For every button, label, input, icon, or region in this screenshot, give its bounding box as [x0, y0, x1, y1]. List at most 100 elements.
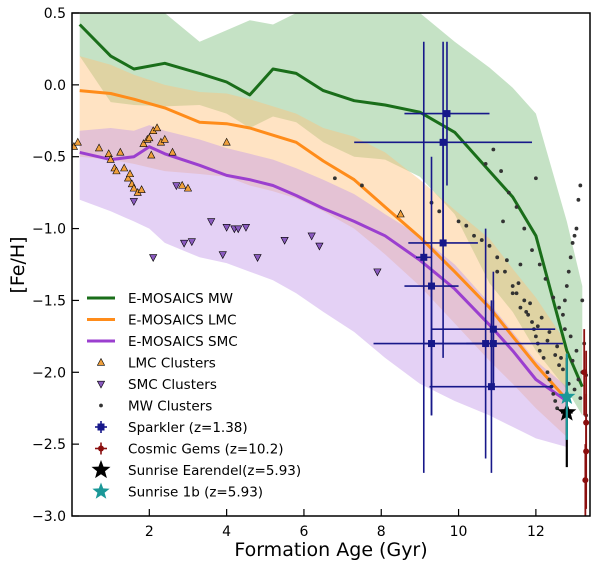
- mw-cluster-point: [491, 147, 496, 152]
- legend-label: E-MOSAICS MW: [128, 291, 233, 307]
- sparkler-point: [487, 383, 495, 391]
- smc-cluster-point: [373, 268, 382, 277]
- y-axis-label: [Fe/H]: [7, 236, 29, 293]
- line-e-mosaics-mw: [78, 23, 584, 388]
- mw-cluster-point: [437, 209, 442, 214]
- lmc-cluster-point: [396, 209, 405, 218]
- legend-swatch-sparkler: [97, 423, 105, 431]
- mw-cluster-point: [551, 295, 556, 300]
- sparkler-point: [420, 253, 428, 261]
- mw-cluster-point: [499, 169, 503, 173]
- smc-cluster-point: [241, 224, 251, 232]
- x-axis-label: Formation Age (Gyr): [234, 539, 427, 561]
- mw-cluster-point: [566, 269, 571, 274]
- mw-cluster-point: [522, 298, 527, 303]
- mw-cluster-point: [580, 298, 585, 303]
- legend-label: E-MOSAICS SMC: [128, 334, 238, 350]
- mw-cluster-point: [456, 219, 461, 224]
- x-tick-label: 2: [145, 524, 154, 540]
- lmc-cluster-point: [112, 166, 121, 175]
- lmc-cluster-point: [104, 149, 113, 157]
- x-tick-label: 4: [222, 524, 231, 540]
- y-tick-label: −2.0: [32, 365, 66, 381]
- smc-cluster-point: [172, 182, 181, 191]
- mw-cluster-point: [545, 338, 550, 343]
- line-e-mosaics-smc: [79, 145, 568, 403]
- sparkler-point: [439, 239, 447, 247]
- lmc-cluster-point: [106, 154, 115, 163]
- mw-cluster-point: [514, 205, 519, 209]
- legend-swatch-earendel: [91, 460, 111, 479]
- mw-cluster-point: [576, 377, 581, 382]
- x-tick-label: 10: [450, 524, 468, 540]
- y-tick-label: −1.0: [32, 222, 66, 238]
- x-axis-ticks: 2 4 6 8 10 12: [145, 509, 545, 540]
- legend-label: SMC Clusters: [128, 377, 217, 393]
- mw-cluster-point: [516, 281, 521, 286]
- mw-cluster-point: [526, 312, 531, 317]
- lmc-cluster-point: [145, 133, 154, 142]
- smc-cluster-point: [187, 238, 196, 247]
- mw-cluster-point: [518, 305, 523, 310]
- sunrise-1b-point: [558, 387, 576, 404]
- legend-swatch-sunrise-1b: [92, 482, 110, 499]
- mw-cluster-point: [578, 396, 583, 401]
- error-bar-points: [354, 41, 590, 516]
- mw-cluster-point: [568, 334, 573, 339]
- mw-cluster-point: [568, 255, 573, 260]
- cosmic-gems-point: [582, 477, 589, 484]
- mw-cluster-point: [543, 276, 548, 281]
- mw-cluster-point: [539, 315, 544, 320]
- mw-cluster-point: [495, 269, 500, 274]
- mw-cluster-point: [545, 370, 550, 375]
- smc-cluster-point: [315, 242, 324, 251]
- lmc-cluster-point: [137, 185, 146, 193]
- mw-cluster-point: [332, 176, 337, 181]
- x-tick-label: 6: [299, 524, 308, 540]
- mw-cluster-point: [518, 262, 523, 267]
- smc-cluster-point: [280, 236, 289, 245]
- mw-cluster-point: [528, 301, 532, 306]
- lmc-cluster-point: [139, 139, 148, 147]
- legend-label: Sunrise 1b (z=5.93): [128, 485, 263, 501]
- sparkler-point: [443, 110, 451, 118]
- mw-cluster-point: [514, 291, 519, 296]
- lmc-cluster-point: [125, 169, 135, 178]
- mw-cluster-point: [522, 226, 527, 231]
- mw-cluster-point: [360, 183, 364, 188]
- smc-cluster-point: [207, 218, 216, 227]
- band-e-mosaics-smc: [79, 125, 567, 447]
- mw-cluster-point: [524, 310, 529, 314]
- legend-label: MW Clusters: [128, 399, 212, 415]
- y-axis-ticks: 0.5 0.0 −0.5 −1.0 −1.5 −2.0 −2.5 −3.0: [32, 6, 79, 525]
- mw-cluster-point: [510, 291, 515, 296]
- lmc-cluster-point: [178, 180, 187, 189]
- mw-cluster-point: [535, 324, 540, 329]
- mw-cluster-point: [547, 330, 552, 334]
- mw-cluster-point: [553, 399, 558, 403]
- mw-cluster-point: [533, 334, 538, 339]
- mw-cluster-point: [503, 269, 507, 274]
- mw-cluster-point: [472, 233, 476, 238]
- legend-swatch-smc-clusters: [96, 380, 106, 389]
- y-tick-label: −2.5: [32, 437, 66, 453]
- smc-cluster-point: [307, 232, 316, 241]
- mw-cluster-point: [501, 219, 505, 224]
- mw-cluster-point: [541, 356, 546, 360]
- mw-cluster-point: [576, 197, 581, 202]
- mw-cluster-point: [561, 312, 565, 317]
- mw-cluster-point: [547, 377, 552, 382]
- y-tick-label: −3.0: [32, 509, 66, 525]
- mw-cluster-point: [551, 391, 556, 396]
- legend-label: LMC Clusters: [128, 356, 216, 372]
- lmc-cluster-point: [183, 183, 193, 192]
- legend-label: E-MOSAICS LMC: [128, 313, 237, 329]
- lmc-cluster-point: [129, 183, 138, 192]
- smc-cluster-point: [234, 225, 243, 234]
- legend-swatch-cosmic-gems: [98, 445, 104, 452]
- cluster-markers: [72, 123, 589, 418]
- lmc-cluster-point: [94, 143, 104, 152]
- lmc-cluster-point: [116, 147, 125, 156]
- lmc-cluster-point: [147, 150, 156, 159]
- mw-cluster-point: [578, 183, 583, 188]
